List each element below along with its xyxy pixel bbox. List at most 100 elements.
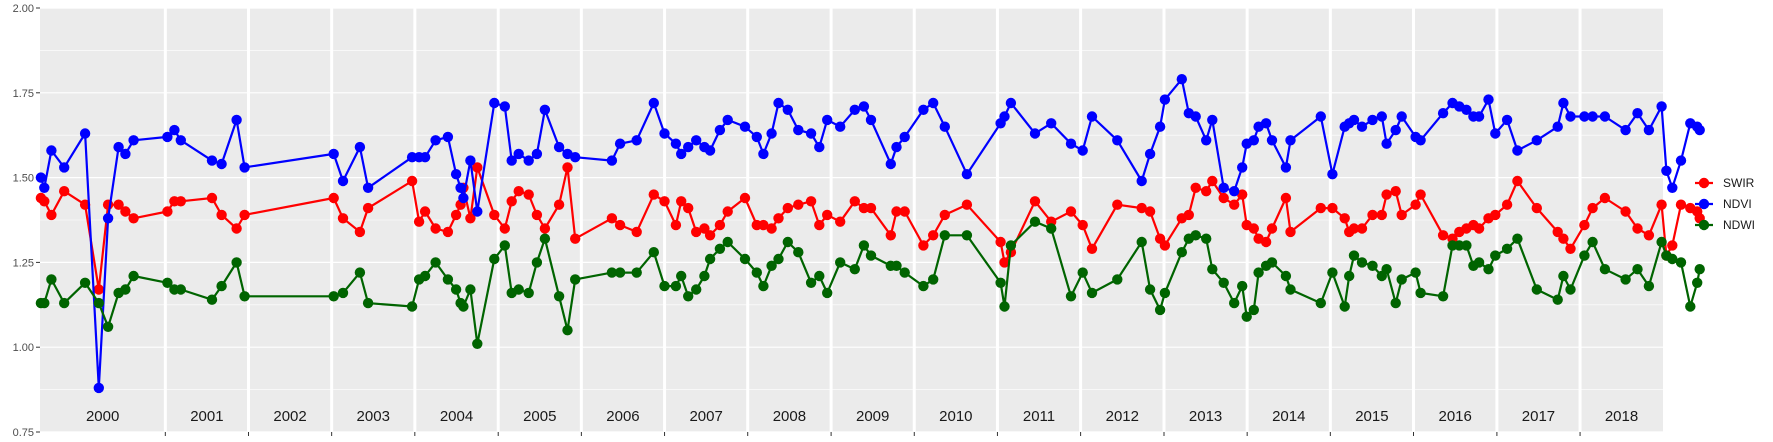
data-point [450,209,462,221]
data-point [1201,135,1212,146]
data-point [1356,223,1368,234]
data-point [93,382,105,394]
data-point [1579,219,1590,231]
grid-lines [40,7,1663,433]
data-point [328,192,339,204]
data-point [1579,111,1590,122]
data-point [1437,108,1449,119]
data-point [1327,169,1338,180]
data-point [1656,101,1667,112]
year-label: 2010 [939,408,972,425]
data-point [531,257,543,268]
data-point [1376,209,1388,221]
data-point [758,148,769,160]
data-point [539,233,551,244]
data-point [1218,277,1229,288]
data-point [606,213,618,224]
data-point [928,230,939,241]
data-point [1410,199,1421,210]
data-point [1473,111,1485,122]
year-label: 2013 [1189,408,1222,425]
data-point [918,104,929,116]
data-point [93,284,105,295]
data-point [1620,124,1631,136]
data-point [670,138,682,149]
data-point [1376,111,1388,122]
data-point [1315,111,1327,122]
data-point [885,230,896,241]
data-point [928,97,939,109]
data-point [39,196,50,207]
year-label: 2002 [273,408,306,425]
data-point [1620,274,1631,285]
year-label: 2016 [1439,408,1472,425]
data-point [1005,97,1017,109]
data-point [539,104,551,116]
data-point [128,135,139,146]
data-point [1501,243,1513,254]
data-point [328,148,339,160]
data-point [1154,304,1166,316]
data-point [1136,236,1147,248]
data-point [1229,297,1240,309]
data-point [751,267,762,278]
data-point [939,230,950,241]
data-point [766,223,777,234]
data-point [961,230,973,241]
data-point [1396,111,1407,122]
data-point [1190,111,1201,122]
series-swir [35,162,1705,295]
data-point [120,284,131,295]
data-point [1558,270,1569,282]
data-point [1253,267,1264,278]
data-point [1587,236,1598,248]
data-point [1266,135,1278,146]
data-point [1473,257,1485,268]
data-point [858,240,870,251]
data-point [1077,219,1088,231]
data-point [1065,138,1077,149]
data-point [46,209,57,221]
data-point [1348,250,1360,261]
data-point [614,138,626,149]
data-point [1667,253,1678,265]
data-point [58,162,70,173]
data-point [849,104,860,116]
data-point [419,270,431,282]
data-point [162,277,173,288]
data-point [782,202,793,214]
data-point [704,230,716,241]
data-point [206,155,218,166]
data-point [79,128,91,139]
data-point [1415,135,1426,146]
year-label: 2018 [1605,408,1638,425]
data-point [1552,121,1563,132]
data-point [722,236,733,248]
data-point [822,209,833,221]
data-point [1112,274,1123,285]
data-point [1339,301,1350,312]
data-point [1620,206,1631,217]
data-point [1461,240,1472,251]
data-point [1483,264,1494,275]
data-point [1237,189,1248,200]
data-point [1159,240,1171,251]
data-point [1558,97,1569,109]
data-point [1190,182,1201,193]
data-point [337,175,349,187]
data-point [899,267,910,278]
data-point [999,257,1010,268]
data-point [1565,284,1576,295]
data-point [1599,192,1611,204]
data-point [1280,192,1292,204]
data-point [1248,223,1260,234]
data-point [1667,240,1678,251]
data-point [120,206,131,217]
data-point [1248,135,1260,146]
data-point [1356,121,1368,132]
data-point [1260,118,1272,129]
data-point [1565,111,1576,122]
data-point [1201,233,1212,244]
data-point [1675,155,1687,166]
data-point [239,209,250,221]
